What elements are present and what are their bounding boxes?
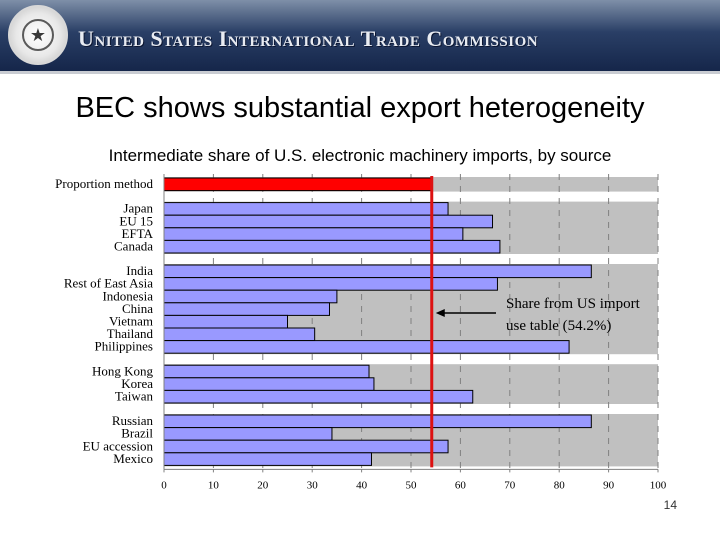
x-tick-label: 70	[504, 479, 516, 491]
slide-title: BEC shows substantial export heterogenei…	[75, 92, 645, 124]
x-tick-label: 40	[356, 479, 368, 491]
bar-label: India	[126, 263, 153, 278]
bar-label: Thailand	[107, 326, 154, 341]
bar	[163, 340, 570, 354]
bar	[163, 364, 370, 379]
bar	[163, 289, 338, 304]
bar	[163, 227, 464, 241]
bar-label: Vietnam	[109, 314, 153, 329]
bar-label: Indonesia	[102, 288, 153, 303]
bar-label: Russian	[112, 413, 154, 428]
bar	[163, 277, 498, 291]
annotation-arrow-head	[435, 309, 445, 317]
annotation-text-line1: Share from US import	[506, 296, 641, 312]
bar	[163, 377, 375, 391]
bar-label: Philippines	[94, 339, 153, 354]
bar-label: Korea	[121, 376, 153, 391]
bar-label: China	[122, 301, 153, 316]
bar	[163, 389, 474, 404]
x-tick-label: 0	[161, 479, 167, 491]
bar-label: EFTA	[122, 226, 154, 241]
bar	[163, 177, 433, 192]
bar-label: Mexico	[113, 451, 153, 466]
x-tick-label: 20	[257, 479, 269, 491]
bar-label: Canada	[114, 239, 153, 254]
bar	[163, 427, 333, 441]
bar-label: Hong Kong	[92, 363, 154, 378]
bar-label: EU 15	[119, 213, 153, 228]
bar	[163, 439, 449, 454]
bar	[163, 302, 330, 316]
bar	[163, 202, 449, 216]
bar	[163, 327, 316, 342]
page-number: 14	[663, 498, 677, 512]
bar	[163, 414, 592, 429]
x-tick-label: 60	[455, 479, 467, 491]
x-tick-label: 30	[307, 479, 319, 491]
bar-label: Japan	[123, 201, 153, 216]
annotation-text-line2: use table (54.2%)	[506, 318, 611, 334]
x-tick-label: 100	[650, 479, 667, 491]
bar	[163, 264, 592, 279]
bar	[163, 239, 501, 254]
header-banner: ★ United States International Trade Comm…	[0, 0, 720, 74]
seal-emblem: ★	[22, 19, 54, 51]
bar-label: EU accession	[83, 438, 154, 453]
bar	[163, 452, 372, 466]
x-tick-label: 80	[554, 479, 566, 491]
bar-label: Rest of East Asia	[64, 276, 153, 291]
x-tick-label: 90	[603, 479, 615, 491]
organization-name: United States International Trade Commis…	[78, 26, 539, 51]
bar	[163, 314, 288, 329]
x-tick-label: 10	[208, 479, 220, 491]
usitc-seal-icon: ★	[8, 5, 68, 65]
bar-label: Taiwan	[115, 389, 154, 404]
bar-label: Brazil	[121, 426, 153, 441]
x-tick-label: 50	[406, 479, 418, 491]
bar-label: Proportion method	[55, 176, 153, 191]
chart-title: Intermediate share of U.S. electronic ma…	[108, 146, 612, 165]
bar	[163, 214, 494, 229]
